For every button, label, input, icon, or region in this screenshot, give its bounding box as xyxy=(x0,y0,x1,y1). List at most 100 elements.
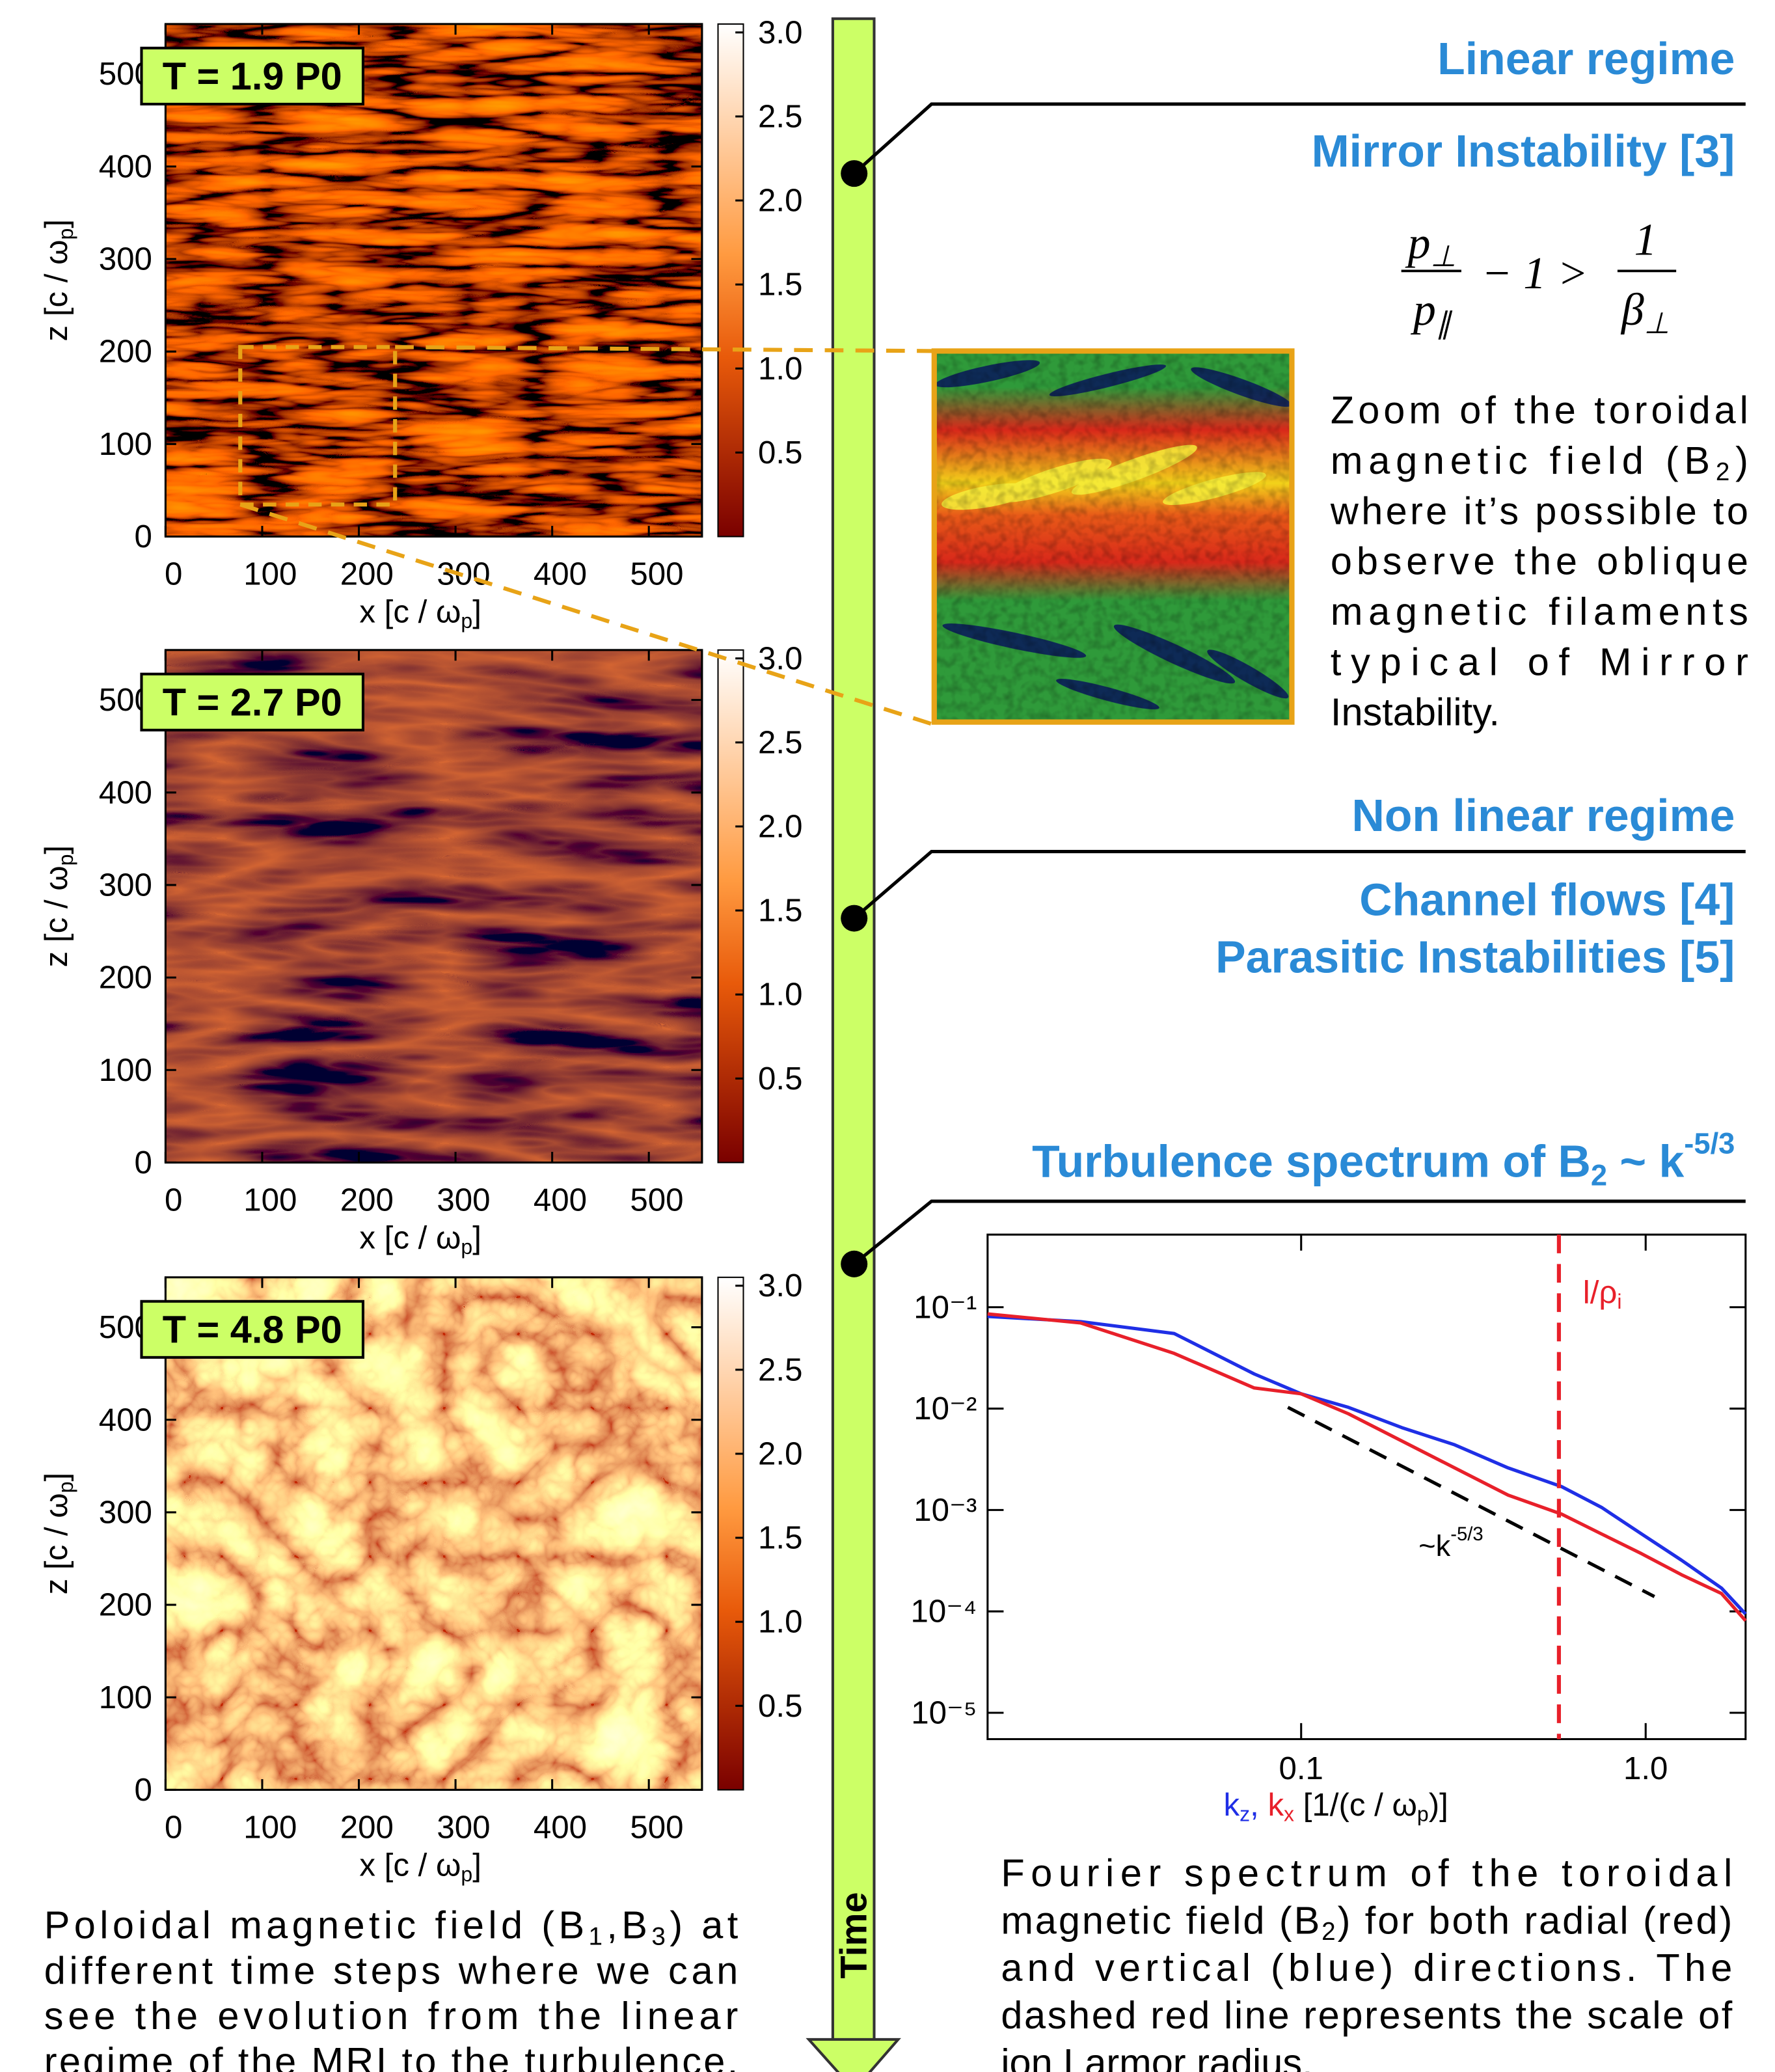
caption-line-part: ,B xyxy=(606,1903,647,1946)
x-tick-label: 500 xyxy=(630,556,683,592)
zoom-noise xyxy=(934,351,1292,722)
connector xyxy=(853,849,1746,920)
formula-numerator: 1 xyxy=(1634,215,1657,266)
larmor-label-part: l/ρ xyxy=(1583,1274,1618,1310)
z-axis-label-part: ] xyxy=(38,219,74,228)
z-axis-label-part: z [c / ω xyxy=(38,239,74,341)
zoom-frame xyxy=(931,348,1295,725)
z-tick-label: 400 xyxy=(99,1402,152,1438)
timeline-dot xyxy=(841,160,868,187)
caption-line: and vertical (blue) directions. The xyxy=(1001,1946,1732,1989)
colorbar-tick-label: 3.0 xyxy=(758,14,802,50)
caption-line-part: where it’s possible to xyxy=(1330,489,1748,532)
colorbar xyxy=(717,23,744,538)
image-frame xyxy=(164,1276,703,1791)
panels: 0 100 200 300 400 500 0 100 200 300 400 500 x [c / ω… xyxy=(38,14,803,1886)
timeline-dot xyxy=(841,1250,868,1277)
x-axis-label-part: ] xyxy=(472,1847,481,1883)
caption-line: where it’s possible to xyxy=(1330,489,1748,532)
z-tick-label: 100 xyxy=(99,426,152,462)
formula-numerator-part: p xyxy=(1405,218,1431,268)
z-axis-label: z [c / ωp] xyxy=(38,845,77,968)
spectrum-line xyxy=(987,1312,1747,1622)
formula-relation: − 1 > xyxy=(1482,249,1588,299)
formula-numerator: p⊥ xyxy=(1405,218,1456,273)
time-bar xyxy=(831,17,876,2044)
z-axis-label: z [c / ωp] xyxy=(38,1473,77,1595)
heading-part: Turbulence spectrum of B xyxy=(1032,1136,1591,1186)
x-axis-label-part: p xyxy=(461,609,472,633)
caption-line-part: ) at xyxy=(670,1903,738,1946)
colorbar-tick-label: 0.5 xyxy=(758,1688,802,1724)
x-axis-label-part: x xyxy=(1284,1803,1294,1826)
z-tick-label: 0 xyxy=(135,1145,152,1180)
x-tick-label: 400 xyxy=(534,1809,587,1845)
caption-line-part: and vertical (blue) directions. The xyxy=(1001,1946,1732,1989)
formula-denominator-part: p xyxy=(1410,284,1436,334)
z-tick-label: 300 xyxy=(99,241,152,277)
formula-denominator: β⊥ xyxy=(1620,284,1670,339)
subheading: Mirror Instability [3] xyxy=(1312,126,1735,176)
time-label: T = 2.7 P0 xyxy=(163,680,342,724)
colorbar-tick-label: 1.0 xyxy=(758,977,802,1013)
caption-line-part: dashed red line represents the scale of xyxy=(1001,1993,1732,2037)
x-axis-label: kz, kx [1/(c / ωp)] xyxy=(1223,1786,1448,1825)
zoom-lines xyxy=(238,345,935,727)
caption-line-part: 3 xyxy=(651,1922,666,1950)
caption-line: dashed red line represents the scale of xyxy=(1001,1993,1732,2037)
z-tick-label: 400 xyxy=(99,774,152,810)
z-axis-label-part: p xyxy=(54,228,77,240)
colorbar-tick-label: 1.5 xyxy=(758,1520,802,1556)
field-image xyxy=(165,23,702,537)
subheading: Parasitic Instabilities [5] xyxy=(1215,932,1735,983)
caption-line: ion Larmor radius. xyxy=(1001,2040,1312,2072)
heading: Non linear regime xyxy=(1351,790,1735,841)
z-tick-label: 0 xyxy=(135,1772,152,1808)
x-tick-label: 0 xyxy=(165,1809,182,1845)
x-axis-label-part: x [c / ω xyxy=(359,593,461,629)
caption-line-part: magnetic field (B xyxy=(1001,1898,1320,1942)
z-tick-label: 400 xyxy=(99,148,152,184)
caption-line-part: Fourier spectrum of the toroidal xyxy=(1001,1851,1732,1894)
caption-line-part: typical of Mirror xyxy=(1331,640,1748,683)
caption-line: different time steps where we can xyxy=(44,1948,738,1992)
colorbar-tick-label: 2.0 xyxy=(758,1436,802,1471)
connector xyxy=(853,102,1746,175)
z-tick-label: 100 xyxy=(99,1680,152,1715)
x-tick-label: 500 xyxy=(630,1809,683,1845)
larmor-label-part: i xyxy=(1617,1290,1621,1313)
time-label: Time xyxy=(833,1892,875,1978)
x-axis-label: x [c / ωp] xyxy=(359,1220,481,1259)
x-axis-label-part: p xyxy=(1417,1803,1429,1826)
x-axis-label-part: z xyxy=(1240,1803,1250,1826)
reference-line xyxy=(1287,1406,1655,1598)
y-tick-label: 10⁻⁵ xyxy=(911,1695,977,1731)
x-axis-label-part: )] xyxy=(1429,1786,1448,1822)
field-image xyxy=(165,649,702,1163)
x-tick-label: 0.1 xyxy=(1279,1751,1323,1786)
caption-line-part: magnetic filaments xyxy=(1331,589,1748,633)
colorbar-tick-label: 1.5 xyxy=(758,267,802,303)
colorbar-tick-label: 2.5 xyxy=(758,1352,802,1387)
caption-line-part: Instability. xyxy=(1331,690,1500,733)
x-tick-label: 300 xyxy=(437,1809,490,1845)
heading-part: ~ k xyxy=(1607,1136,1684,1186)
z-tick-label: 300 xyxy=(99,1494,152,1530)
colorbar-tick-label: 1.0 xyxy=(758,351,802,387)
caption-line-part: regime of the MRI to the turbulence. xyxy=(44,2039,738,2072)
x-tick-label: 0 xyxy=(165,556,182,592)
z-axis-label-part: z [c / ω xyxy=(38,866,74,967)
caption-line: regime of the MRI to the turbulence. xyxy=(44,2039,738,2072)
field-image xyxy=(165,1277,702,1790)
time-label-box xyxy=(140,1300,365,1359)
caption-line-part: observe the oblique xyxy=(1331,539,1748,582)
spectrum-line xyxy=(987,1315,1747,1616)
z-axis-label-part: ] xyxy=(38,1473,74,1482)
caption-line-part: Zoom of the toroidal xyxy=(1331,388,1748,431)
colorbar-tick-label: 2.0 xyxy=(758,808,802,844)
caption-line-part: 2 xyxy=(1321,1918,1336,1946)
caption-line-part: ion Larmor radius. xyxy=(1001,2040,1312,2072)
heading-part: 2 xyxy=(1591,1158,1607,1192)
subheading: Channel flows [4] xyxy=(1359,874,1735,925)
